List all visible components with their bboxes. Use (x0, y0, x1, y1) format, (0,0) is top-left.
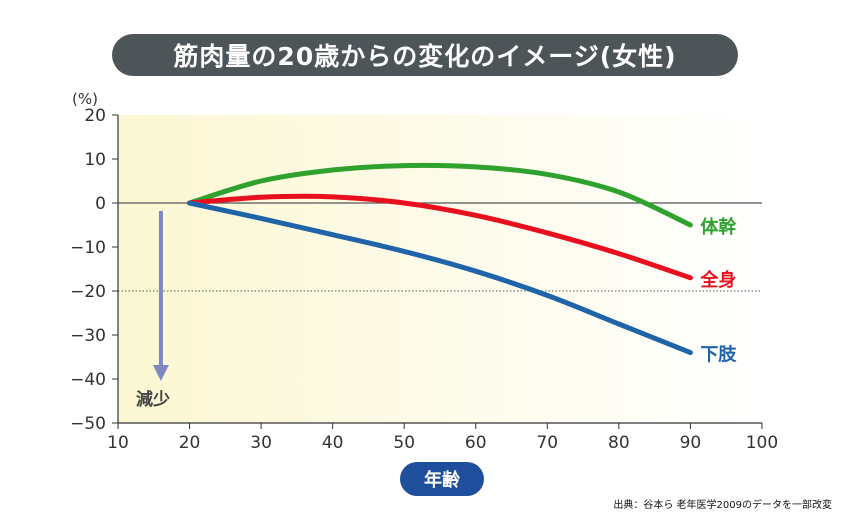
chart-title: 筋肉量の20歳からの変化のイメージ(女性) (112, 34, 738, 76)
series-label: 体幹 (700, 216, 737, 238)
y-tick-label: 0 (95, 194, 106, 214)
x-tick-label: 80 (608, 433, 630, 453)
series-label: 下肢 (700, 344, 737, 366)
decrease-arrowhead (152, 365, 169, 381)
y-tick-label: −40 (70, 370, 106, 390)
x-tick-label: 100 (746, 433, 778, 453)
x-tick-label: 90 (680, 433, 702, 453)
y-axis-label: (%) (72, 90, 98, 108)
x-tick-label: 60 (465, 433, 487, 453)
y-tick-label: 20 (84, 106, 106, 126)
x-tick-label: 70 (536, 433, 558, 453)
series-line-1 (187, 193, 693, 281)
y-tick-label: −30 (70, 326, 106, 346)
x-tick-label: 30 (250, 433, 272, 453)
series-label: 全身 (699, 269, 736, 291)
series-line-0 (187, 162, 693, 228)
series-line-2 (187, 200, 693, 356)
source-note: 出典：谷本ら 老年医学2009のデータを一部改変 (613, 500, 832, 511)
x-tick-label: 50 (393, 433, 415, 453)
x-axis-label: 年齢 (400, 462, 484, 496)
y-tick-label: −50 (70, 414, 106, 434)
x-tick-label: 20 (179, 433, 201, 453)
decrease-annotation: 減少 (136, 389, 170, 410)
x-tick-label: 40 (322, 433, 344, 453)
y-tick-label: −10 (70, 238, 106, 258)
x-tick-label: 10 (107, 433, 129, 453)
y-tick-label: −20 (70, 282, 106, 302)
y-tick-label: 10 (84, 150, 106, 170)
